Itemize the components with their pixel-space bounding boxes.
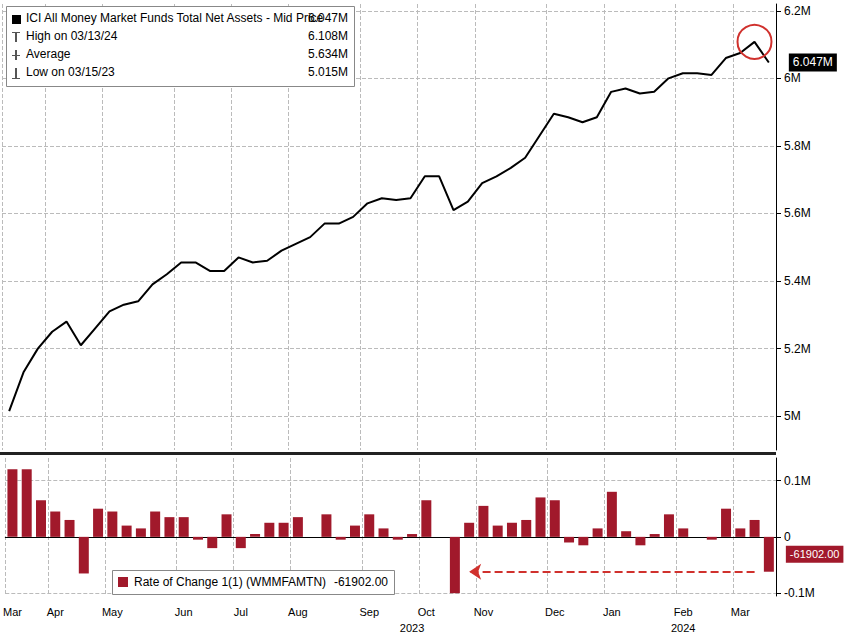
svg-text:-0.1M: -0.1M (784, 586, 815, 600)
svg-text:2023: 2023 (400, 622, 424, 634)
svg-text:High on 03/13/24: High on 03/13/24 (26, 29, 118, 43)
svg-text:5M: 5M (784, 409, 801, 423)
svg-text:Low on 03/15/23: Low on 03/15/23 (26, 65, 115, 79)
svg-text:Apr: Apr (47, 606, 64, 618)
svg-text:ICI All Money Market Funds Tot: ICI All Money Market Funds Total Net Ass… (26, 11, 324, 25)
svg-text:5.634M: 5.634M (308, 47, 348, 61)
svg-text:Jul: Jul (234, 606, 248, 618)
svg-text:5.015M: 5.015M (308, 65, 348, 79)
svg-text:Dec: Dec (545, 606, 565, 618)
svg-text:-61902.00: -61902.00 (334, 575, 388, 589)
svg-text:Jan: Jan (603, 606, 621, 618)
svg-text:6M: 6M (784, 71, 801, 85)
svg-text:5.2M: 5.2M (784, 342, 811, 356)
svg-text:0.1M: 0.1M (784, 474, 811, 488)
svg-text:Rate of Change 1(1) (WMMFAMTN): Rate of Change 1(1) (WMMFAMTN) (134, 575, 326, 589)
svg-text:Mar: Mar (3, 606, 22, 618)
svg-text:6.108M: 6.108M (308, 29, 348, 43)
svg-text:Average: Average (26, 47, 71, 61)
svg-text:-61902.00: -61902.00 (790, 548, 840, 560)
svg-text:5.8M: 5.8M (784, 139, 811, 153)
svg-text:Jun: Jun (175, 606, 193, 618)
svg-text:5.6M: 5.6M (784, 206, 811, 220)
svg-text:Mar: Mar (731, 606, 750, 618)
svg-text:Nov: Nov (474, 606, 494, 618)
svg-text:0: 0 (784, 530, 791, 544)
svg-text:5.4M: 5.4M (784, 274, 811, 288)
svg-text:Oct: Oct (418, 606, 435, 618)
svg-text:Sep: Sep (359, 606, 379, 618)
svg-text:6.047M: 6.047M (308, 11, 348, 25)
svg-text:Aug: Aug (288, 606, 308, 618)
svg-text:May: May (102, 606, 123, 618)
svg-text:Feb: Feb (674, 606, 693, 618)
svg-text:6.047M: 6.047M (793, 55, 833, 69)
svg-text:2024: 2024 (671, 622, 695, 634)
svg-text:6.2M: 6.2M (784, 4, 811, 18)
